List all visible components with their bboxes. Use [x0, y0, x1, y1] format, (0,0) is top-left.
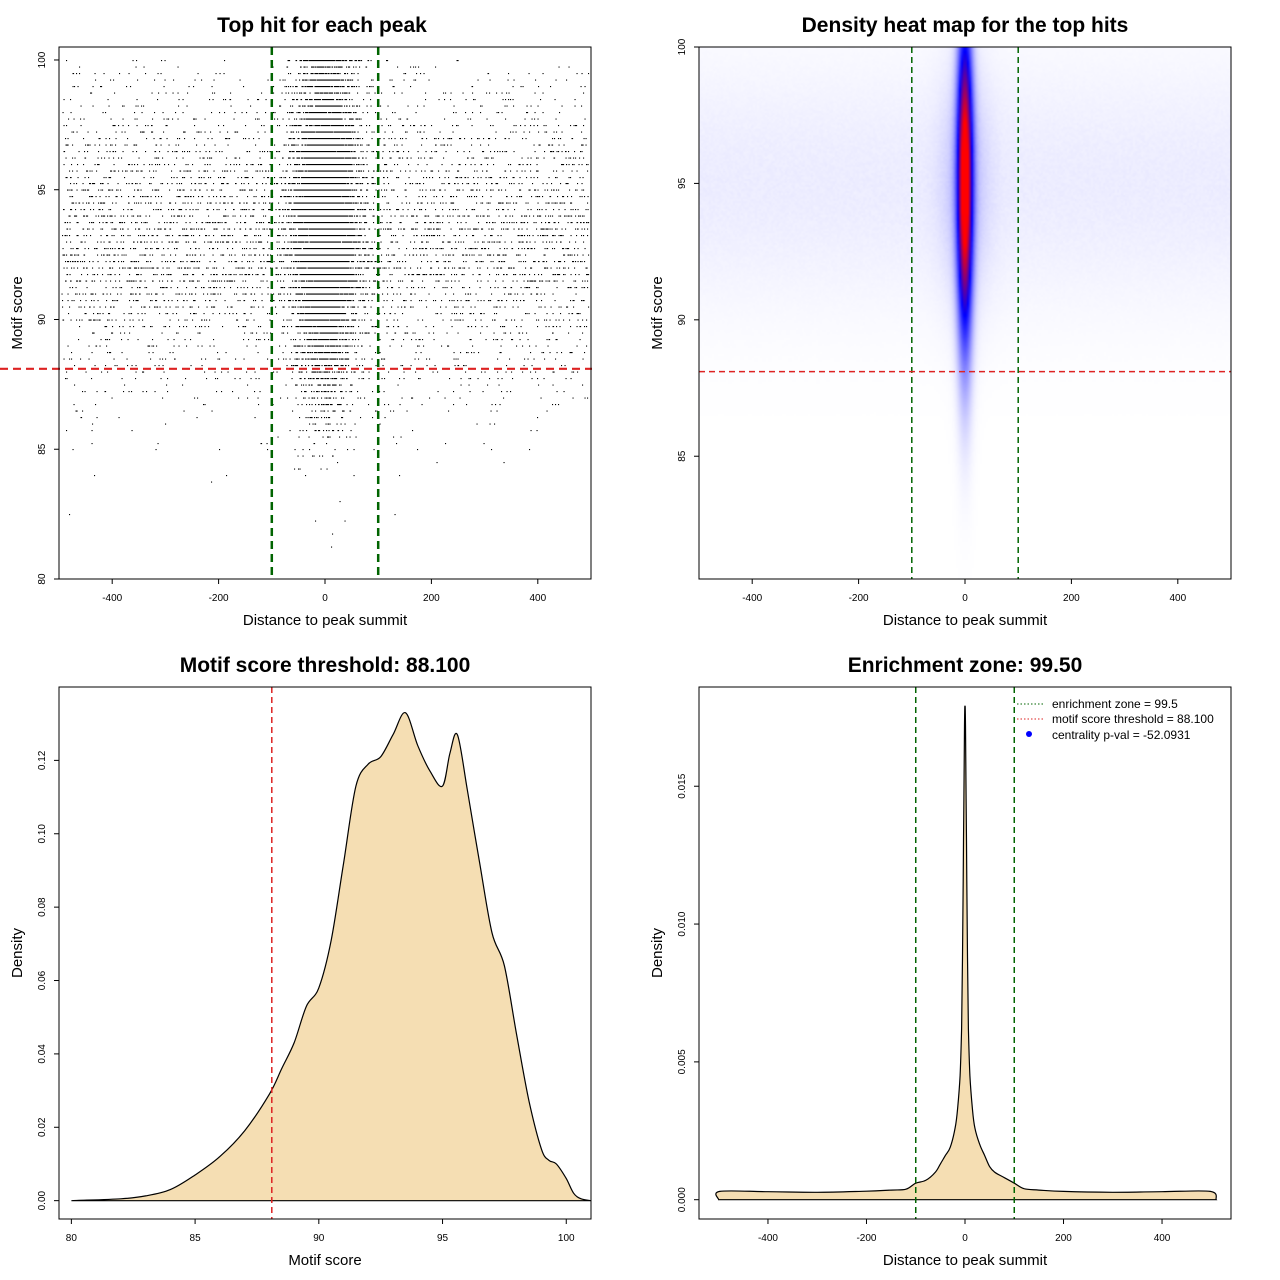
y-tick-label: 80: [37, 573, 48, 585]
heatmap-reference-lines: [699, 47, 1231, 579]
heatmap-density-image: [699, 47, 1231, 579]
y-tick-label: 0.000: [677, 1187, 688, 1212]
scatter-x-axis: -400 -200 0 200 400: [102, 579, 547, 604]
y-tick-label: 100: [37, 51, 48, 68]
score-density-title: Motif score threshold: 88.100: [180, 654, 471, 677]
y-tick-label: 0.00: [37, 1190, 48, 1210]
score-density-area: [71, 712, 592, 1202]
legend-label-motif-threshold: motif score threshold = 88.100: [1052, 712, 1214, 726]
x-tick-label: -200: [856, 1233, 876, 1244]
x-tick-label: 200: [423, 593, 440, 604]
x-tick-label: 100: [558, 1233, 575, 1244]
y-tick-label: 95: [37, 184, 48, 196]
legend-label-enrichment-zone: enrichment zone = 99.5: [1052, 697, 1178, 711]
x-tick-label: 0: [322, 593, 328, 604]
score-density-plot-frame: [58, 686, 592, 1220]
y-tick-label: 0.005: [677, 1049, 688, 1074]
scatter-y-label: Motif score: [9, 276, 26, 349]
y-tick-label: 0.10: [37, 824, 48, 844]
scatter-x-label: Distance to peak summit: [243, 612, 408, 629]
x-tick-label: 400: [1169, 593, 1186, 604]
x-tick-label: 90: [313, 1233, 325, 1244]
x-tick-label: 85: [190, 1233, 202, 1244]
heatmap-y-label: Motif score: [649, 276, 666, 349]
x-tick-label: -200: [849, 593, 869, 604]
score-density-panel: Motif score threshold: 88.100 80 85 90 95 10…: [9, 654, 592, 1269]
x-tick-label: -400: [742, 593, 762, 604]
scatter-points: [61, 60, 590, 548]
y-tick-label: 0.06: [37, 970, 48, 990]
x-tick-label: -200: [209, 593, 229, 604]
x-tick-label: 400: [1154, 1233, 1171, 1244]
y-tick-label: 0.02: [37, 1117, 48, 1137]
score-density-x-label: Motif score: [288, 1252, 361, 1269]
y-tick-label: 95: [677, 177, 688, 189]
distance-density-zone-lines: [914, 687, 1016, 1219]
scatter-y-axis: 80 85 90 95 100: [37, 51, 59, 585]
scatter-panel: Top hit for each peak -400 -200 0 200 400 80…: [0, 14, 592, 629]
legend-label-centrality-pval: centrality p-val = -52.0931: [1052, 728, 1191, 742]
distance-density-y-label: Density: [649, 927, 666, 978]
heatmap-x-label: Distance to peak summit: [883, 612, 1048, 629]
scatter-point-cloud: [61, 60, 590, 548]
distance-density-legend: enrichment zone = 99.5 motif score thres…: [1017, 697, 1214, 742]
x-tick-label: -400: [758, 1233, 778, 1244]
x-tick-label: 80: [66, 1233, 78, 1244]
y-tick-label: 0.04: [37, 1044, 48, 1064]
heatmap-y-axis: 85 90 95 100: [677, 38, 699, 462]
x-tick-label: 200: [1055, 1233, 1072, 1244]
heatmap-x-axis: -400 -200 0 200 400: [742, 579, 1187, 604]
y-tick-label: 85: [37, 443, 48, 455]
distance-density-x-axis: -400 -200 0 200 400: [758, 1219, 1171, 1244]
score-density-y-axis: 0.00 0.02 0.04 0.06 0.08 0.10 0.12: [37, 750, 59, 1210]
score-density-x-axis: 80 85 90 95 100: [66, 1219, 575, 1244]
y-tick-label: 90: [37, 313, 48, 325]
y-tick-label: 90: [677, 314, 688, 326]
legend-swatch-centrality-point: [1026, 731, 1032, 737]
distance-density-y-axis: 0.000 0.005 0.010 0.015: [677, 773, 699, 1212]
heatmap-title: Density heat map for the top hits: [802, 14, 1129, 37]
y-tick-label: 85: [677, 450, 688, 462]
scatter-reference-lines: [0, 47, 592, 579]
y-tick-label: 0.12: [37, 750, 48, 770]
x-tick-label: 400: [529, 593, 546, 604]
x-tick-label: -400: [102, 593, 122, 604]
x-tick-label: 0: [962, 1233, 968, 1244]
y-tick-label: 0.015: [677, 773, 688, 798]
distance-density-x-label: Distance to peak summit: [883, 1252, 1048, 1269]
heatmap-panel: Density heat map for the top hits -400 -2…: [649, 14, 1232, 629]
y-tick-label: 0.010: [677, 911, 688, 936]
distance-density-area: [715, 705, 1218, 1201]
x-tick-label: 200: [1063, 593, 1080, 604]
y-tick-label: 100: [677, 38, 688, 55]
x-tick-label: 95: [437, 1233, 449, 1244]
y-tick-label: 0.08: [37, 897, 48, 917]
x-tick-label: 0: [962, 593, 968, 604]
scatter-title: Top hit for each peak: [217, 14, 427, 37]
distance-density-panel: Enrichment zone: 99.50 -400 -200 0 200 400 0…: [649, 654, 1232, 1269]
score-density-y-label: Density: [9, 927, 26, 978]
distance-density-title: Enrichment zone: 99.50: [848, 654, 1083, 677]
